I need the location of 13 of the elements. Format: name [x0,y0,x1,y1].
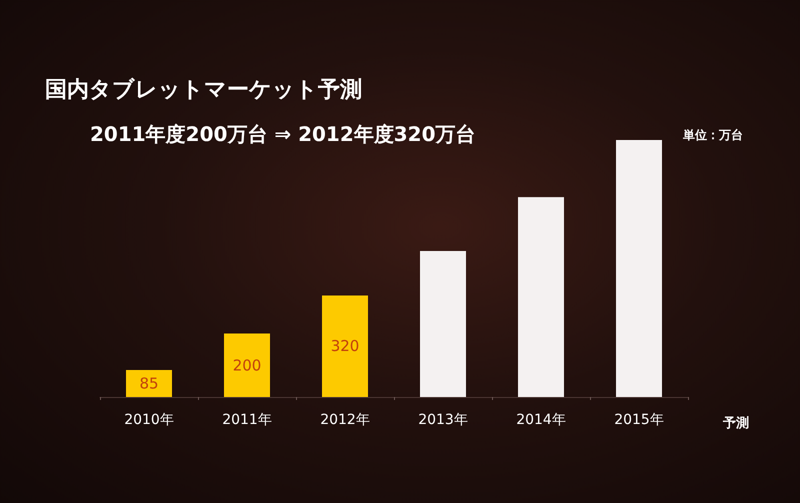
x-tick-label: 2013年 [418,412,468,428]
chart-title: 国内タブレットマーケット予測 [45,78,362,102]
data-label: 320 [330,337,360,356]
x-tick-label: 2012年 [320,412,370,428]
data-label: 200 [232,356,262,374]
x-tick-label: 2010年 [124,412,174,428]
chart-subtitle: 2011年度200万台 ⇒ 2012年度320万台 [90,122,476,146]
text: 予測 [722,416,749,431]
x-tick-label: 2014年 [516,412,566,428]
x-tick-label: 2011年 [222,412,272,428]
annotation: 単位：万台 [682,128,743,142]
data-label: 85 [139,374,159,393]
x-tick-label: 2015年 [614,412,664,428]
